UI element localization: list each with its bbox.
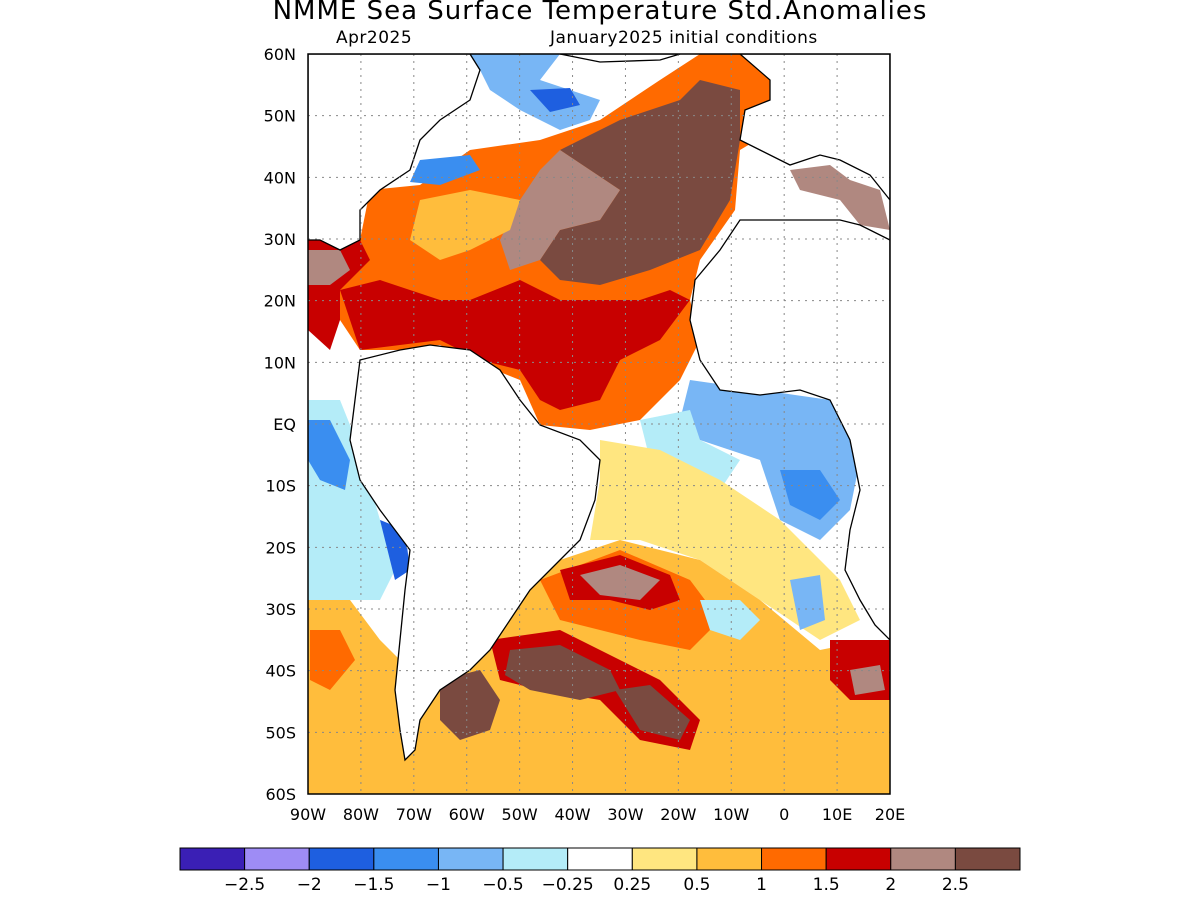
map-frame [307,53,891,795]
colorbar-swatch [244,847,310,871]
lat-tick-label: 40N [264,168,296,187]
colorbar-label: −2.5 [224,875,265,895]
colorbar-label: 1.5 [813,875,840,895]
falklands-extreme [440,670,500,740]
lat-tick-label: 30N [264,230,296,249]
lat-tick-label: 30S [265,600,296,619]
south-pacific-warm [310,630,355,690]
colorbar-swatch [890,847,956,871]
lon-tick-label: 70W [396,805,432,824]
lat-tick-label: 20N [264,292,296,311]
gulf-guinea-strong-cold [780,470,840,520]
colorbar-swatch [696,847,763,871]
initial-conditions-label: January2025 initial conditions [550,28,818,48]
latitude-labels: 60N 50N 40N 30N 20N 10N EQ 10S 20S 30S 40S 50S 60S [264,45,296,804]
cold-core-north [530,88,580,112]
north-atlantic-warm-edge [500,150,620,270]
lat-tick-label: 50N [264,107,296,126]
colorbar-swatch [567,847,633,871]
colorbar-swatch [761,847,827,871]
east-pacific-strong-cold [308,420,350,490]
lat-tick-label: 60S [265,785,296,804]
mediterranean-warm [790,165,890,230]
patagonian-shelf-extreme [505,645,620,700]
south-atlantic-extreme-1 [580,565,660,600]
colorbar-swatch [631,847,698,871]
colorbar-label: 2.5 [942,875,969,895]
colorbar-swatch [825,847,892,871]
south-america-land [349,344,601,762]
lon-tick-label: 50W [502,805,538,824]
colorbar-label: 0.5 [683,875,710,895]
colorbar-swatch [373,847,439,871]
colorbar-label: 0.25 [613,875,651,895]
lon-tick-label: 80W [343,805,379,824]
forecast-month-label: Apr2025 [336,28,413,48]
colorbar: −2.5 −2 −1.5 −1 −0.5 −0.25 0.25 0.5 1 1.5 2 2.5 [179,847,1021,895]
lon-tick-label: 10W [713,805,749,824]
lon-tick-label: 20W [660,805,696,824]
longitude-labels: 90W 80W 70W 60W 50W 40W 30W 20W 10W 0 10E 20E [290,805,905,824]
south-cold-patch-2 [790,575,825,630]
europe-land [739,54,890,202]
colorbar-label: −1.5 [353,875,394,895]
lon-tick-label: 60W [449,805,485,824]
colorbar-swatch [502,847,569,871]
lat-tick-label: 20S [265,538,296,557]
colorbar-label: 1 [756,875,767,895]
colorbar-swatch [437,847,504,871]
colorbar-label: −0.25 [542,875,594,895]
lat-tick-label: 10S [265,477,296,496]
colorbar-label: −1 [426,875,451,895]
colorbar-label: 2 [885,875,896,895]
lat-tick-label: 60N [264,45,296,64]
lon-tick-label: 0 [779,805,789,824]
mid-atlantic-moderate [410,190,520,260]
colorbar-swatch [179,847,246,871]
map-title: NMME Sea Surface Temperature Std.Anomali… [272,0,928,26]
lon-tick-label: 10E [822,805,852,824]
lat-tick-label: 50S [265,723,296,742]
southeast-extreme [850,665,885,695]
south-cold-patch [700,600,760,640]
north-atlantic-strong-warm [340,280,690,410]
lon-tick-label: 40W [554,805,590,824]
lon-tick-label: 30W [607,805,643,824]
greenland-land [559,54,681,63]
lon-tick-label: 20E [875,805,905,824]
colorbar-swatch [954,847,1021,871]
colorbar-swatch [308,847,375,871]
africa-land [689,219,890,641]
gulf-mexico-extreme [308,250,350,285]
colorbar-label: −0.5 [482,875,523,895]
north-america-land [308,54,481,251]
south-atlantic-extreme-2 [615,685,690,740]
land-masses [308,54,890,762]
lon-tick-label: 90W [290,805,326,824]
colorbar-label: −2 [297,875,322,895]
north-atlantic-extreme-warm [540,80,740,285]
lat-tick-label: 40S [265,662,296,681]
grid-lines [308,54,890,794]
lat-tick-label: 10N [264,353,296,372]
lat-tick-label: EQ [273,415,296,434]
